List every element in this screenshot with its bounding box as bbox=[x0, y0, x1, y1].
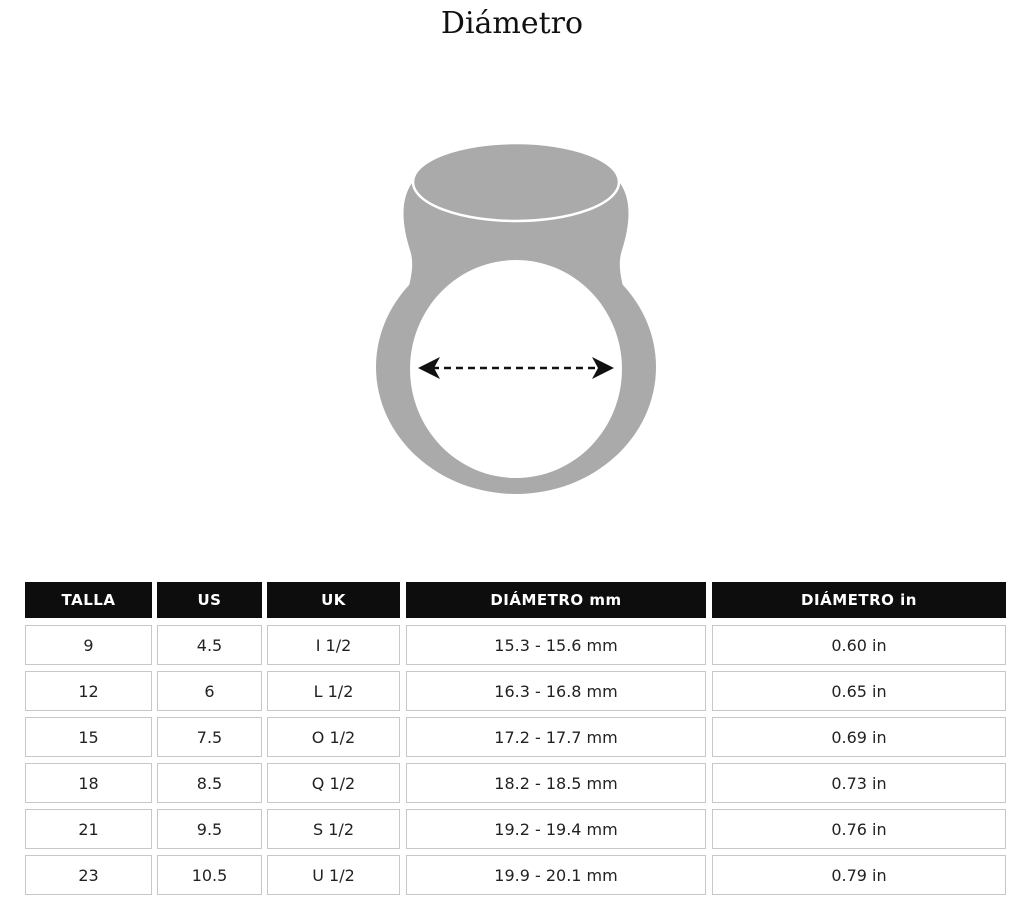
cell-uk: O 1/2 bbox=[267, 717, 400, 757]
cell-diametro-in: 0.79 in bbox=[712, 855, 1006, 895]
cell-talla: 18 bbox=[25, 763, 152, 803]
cell-diametro-mm: 15.3 - 15.6 mm bbox=[406, 625, 706, 665]
header-diametro-in: DIÁMETRO in bbox=[712, 582, 1006, 618]
header-talla: TALLA bbox=[25, 582, 152, 618]
cell-us: 8.5 bbox=[157, 763, 262, 803]
cell-diametro-mm: 18.2 - 18.5 mm bbox=[406, 763, 706, 803]
header-uk: UK bbox=[267, 582, 400, 618]
cell-diametro-mm: 19.9 - 20.1 mm bbox=[406, 855, 706, 895]
header-diametro-mm: DIÁMETRO mm bbox=[406, 582, 706, 618]
cell-diametro-in: 0.65 in bbox=[712, 671, 1006, 711]
header-us: US bbox=[157, 582, 262, 618]
ring-top-stone bbox=[411, 141, 621, 223]
cell-diametro-mm: 19.2 - 19.4 mm bbox=[406, 809, 706, 849]
cell-us: 7.5 bbox=[157, 717, 262, 757]
cell-us: 6 bbox=[157, 671, 262, 711]
cell-talla: 15 bbox=[25, 717, 152, 757]
cell-diametro-mm: 17.2 - 17.7 mm bbox=[406, 717, 706, 757]
cell-uk: Q 1/2 bbox=[267, 763, 400, 803]
cell-us: 10.5 bbox=[157, 855, 262, 895]
cell-uk: I 1/2 bbox=[267, 625, 400, 665]
ring-diagram bbox=[376, 141, 656, 494]
cell-uk: U 1/2 bbox=[267, 855, 400, 895]
cell-talla: 9 bbox=[25, 625, 152, 665]
cell-diametro-in: 0.60 in bbox=[712, 625, 1006, 665]
cell-talla: 21 bbox=[25, 809, 152, 849]
cell-uk: L 1/2 bbox=[267, 671, 400, 711]
cell-us: 9.5 bbox=[157, 809, 262, 849]
cell-diametro-in: 0.69 in bbox=[712, 717, 1006, 757]
cell-talla: 23 bbox=[25, 855, 152, 895]
cell-talla: 12 bbox=[25, 671, 152, 711]
cell-diametro-in: 0.76 in bbox=[712, 809, 1006, 849]
diameter-arrow-icon bbox=[418, 357, 614, 379]
page-title: Diámetro bbox=[440, 6, 584, 41]
cell-diametro-mm: 16.3 - 16.8 mm bbox=[406, 671, 706, 711]
cell-uk: S 1/2 bbox=[267, 809, 400, 849]
cell-us: 4.5 bbox=[157, 625, 262, 665]
cell-diametro-in: 0.73 in bbox=[712, 763, 1006, 803]
